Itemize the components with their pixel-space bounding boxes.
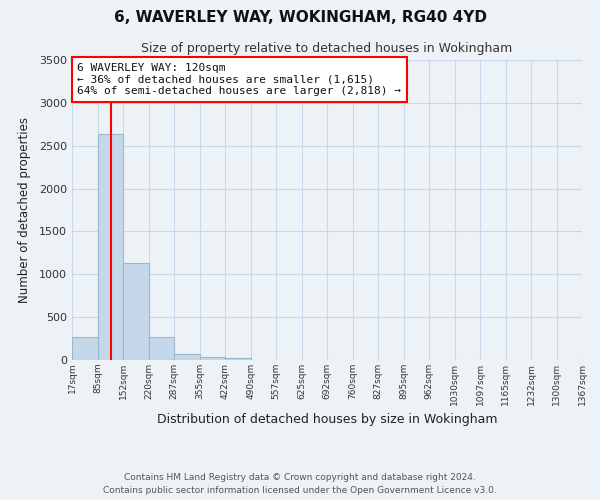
Text: Contains HM Land Registry data © Crown copyright and database right 2024.
Contai: Contains HM Land Registry data © Crown c… — [103, 474, 497, 495]
Y-axis label: Number of detached properties: Number of detached properties — [17, 117, 31, 303]
X-axis label: Distribution of detached houses by size in Wokingham: Distribution of detached houses by size … — [157, 413, 497, 426]
Bar — [123, 263, 149, 360]
Text: 6, WAVERLEY WAY, WOKINGHAM, RG40 4YD: 6, WAVERLEY WAY, WOKINGHAM, RG40 4YD — [113, 10, 487, 25]
Title: Size of property relative to detached houses in Wokingham: Size of property relative to detached ho… — [142, 42, 512, 54]
Bar — [200, 358, 225, 360]
Bar — [98, 134, 123, 360]
Bar — [174, 354, 199, 360]
Bar — [149, 337, 174, 360]
Bar — [72, 337, 97, 360]
Text: 6 WAVERLEY WAY: 120sqm
← 36% of detached houses are smaller (1,615)
64% of semi-: 6 WAVERLEY WAY: 120sqm ← 36% of detached… — [77, 63, 401, 96]
Bar — [225, 358, 251, 360]
